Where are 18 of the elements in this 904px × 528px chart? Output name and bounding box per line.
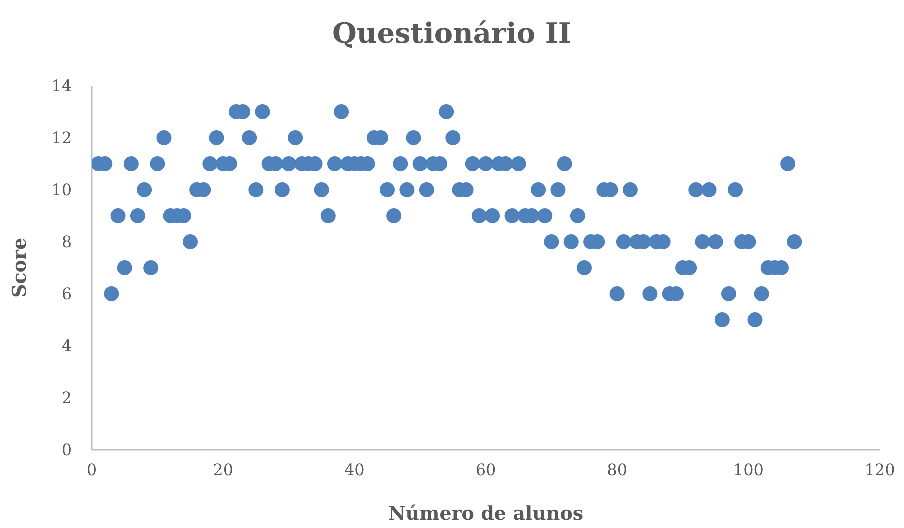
y-tick-label: 2	[62, 388, 72, 408]
x-tick-label: 80	[607, 460, 628, 480]
x-tick-label: 40	[344, 460, 365, 480]
x-tick-label: 100	[733, 460, 764, 480]
y-tick-label: 12	[52, 128, 72, 148]
y-tick-label: 8	[62, 232, 72, 252]
y-tick-label: 4	[62, 336, 72, 356]
y-axis-title: Score	[8, 238, 32, 298]
x-tick-label: 20	[213, 460, 234, 480]
y-tick-label: 10	[52, 180, 72, 200]
y-tick-label: 0	[62, 440, 72, 460]
x-tick-label: 60	[476, 460, 496, 480]
x-axis-title: Número de alunos	[388, 503, 584, 525]
y-tick-label: 14	[52, 76, 72, 96]
chart-title: Questionário II	[332, 17, 572, 50]
y-tick-label: 6	[62, 284, 72, 304]
x-tick-label: 120	[864, 460, 896, 480]
x-tick-label: 0	[86, 460, 98, 480]
